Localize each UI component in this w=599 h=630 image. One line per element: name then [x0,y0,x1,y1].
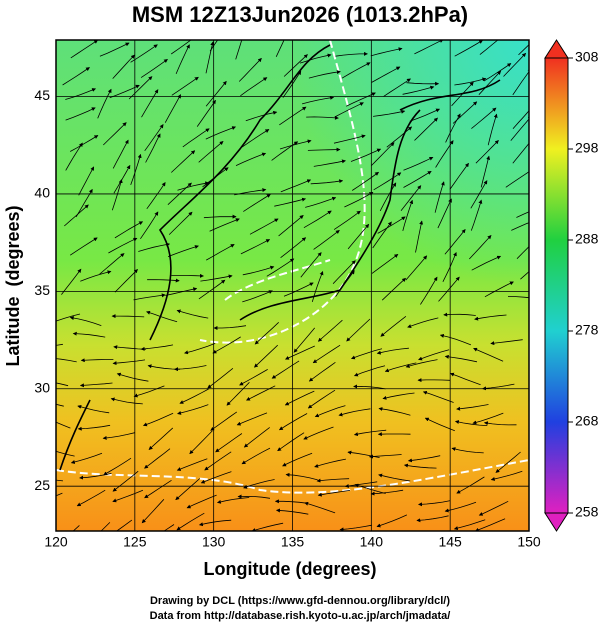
x-tick-label: 140 [360,534,384,550]
y-tick-label: 45 [34,87,50,103]
colorbar-tick-label: 288 [575,231,599,247]
y-tick-label: 30 [34,379,50,395]
colorbar [545,58,568,513]
colorbar-tick-label: 298 [575,140,599,156]
field [32,25,546,547]
colorbar-tick-label: 268 [575,413,599,429]
y-axis-label: Latitude (degrees) [3,205,23,366]
x-tick-label: 125 [123,534,147,550]
y-tick-label: 35 [34,282,50,298]
x-tick-label: 145 [438,534,462,550]
colorbar-min-arrow [545,513,568,531]
x-axis-label: Longitude (degrees) [203,559,376,579]
y-tick-label: 25 [34,477,50,493]
credit: Drawing by DCL (https://www.gfd-dennou.o… [150,595,450,607]
title: MSM 12Z13Jun2026 (1013.2hPa) [132,2,468,27]
y-tick-label: 40 [34,185,50,201]
x-tick-label: 130 [202,534,226,550]
colorbar-tick-label: 278 [575,322,599,338]
credit: Data from http://database.rish.kyoto-u.a… [150,610,451,622]
colorbar-tick-label: 258 [575,504,599,520]
x-tick-label: 120 [44,534,68,550]
colorbar-tick-label: 308 [575,49,599,65]
colorbar-max-arrow [545,40,568,58]
x-tick-label: 135 [281,534,305,550]
x-tick-label: 150 [517,534,541,550]
